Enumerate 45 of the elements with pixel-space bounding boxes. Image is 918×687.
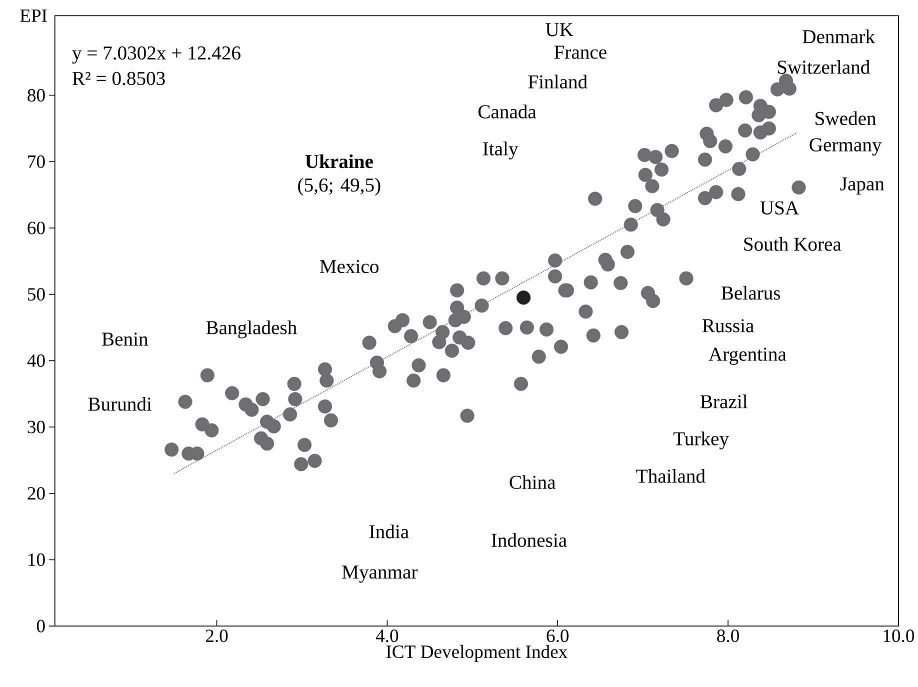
y-tick-label: 30 — [28, 420, 45, 434]
annotation: R² = 0.8503 — [72, 72, 165, 86]
y-tick-label: 80 — [28, 89, 45, 102]
x-tick-label: 6.0 — [546, 630, 569, 642]
annotation: Brazil — [700, 394, 748, 408]
annotation: France — [554, 46, 606, 59]
y-tick-label: 40 — [27, 354, 45, 368]
annotation: South Korea — [744, 237, 842, 251]
annotation: Canada — [478, 104, 536, 118]
x-tick-label: 4.0 — [376, 630, 398, 642]
annotation: Mexico — [320, 260, 378, 274]
y-axis-title: EPI — [20, 10, 47, 22]
annotation: Thailand — [636, 469, 706, 483]
y-tick-label: 20 — [28, 487, 45, 500]
y-tick-label: 10 — [28, 554, 45, 566]
annotation: USA — [760, 201, 799, 215]
annotation: Italy — [483, 142, 518, 160]
annotation: Belarus — [721, 286, 780, 300]
annotation: Benin — [102, 332, 148, 346]
annotation: Russia — [702, 319, 754, 332]
y-tick-label: 0 — [36, 620, 45, 632]
annotation: Germany — [810, 138, 882, 156]
annotation: Indonesia — [492, 533, 567, 547]
annotation: UK — [546, 23, 574, 36]
annotation: Argentina — [708, 348, 786, 365]
annotation: Turkey — [673, 432, 729, 450]
annotation: Finland — [528, 74, 588, 89]
annotation: y = 7.0302x + 12.426 — [72, 46, 240, 64]
annotation: Sweden — [816, 111, 876, 126]
annotation: Myanmar — [342, 566, 418, 583]
x-tick-label: 2.0 — [206, 630, 228, 642]
annotation: China — [510, 475, 556, 490]
annotation: Bangladesh — [206, 320, 297, 338]
annotation: Switzerland — [778, 60, 870, 74]
annotation: Ukraine (5,6; 49,5) — [298, 154, 380, 196]
y-tick-label: 70 — [28, 155, 45, 168]
x-axis-title: ICT Development Index — [386, 645, 568, 662]
annotation: Japan — [840, 178, 884, 195]
y-tick-label: 60 — [28, 222, 45, 234]
annotation: India — [370, 524, 409, 538]
annotation: Burundi — [88, 397, 152, 411]
y-tick-label: 50 — [28, 288, 45, 301]
x-tick-label: 10.0 — [884, 630, 914, 642]
x-tick-label: 8.0 — [717, 630, 739, 642]
annotation: Denmark — [802, 30, 876, 44]
